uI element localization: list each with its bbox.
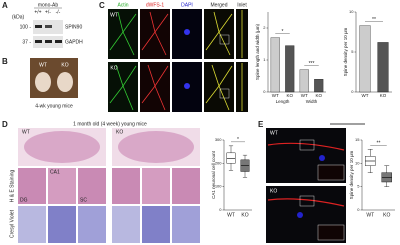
- group: WT: [39, 62, 47, 68]
- brain: [35, 72, 51, 92]
- column-header: dWFS-1: [146, 2, 165, 8]
- y-tick-label: 5: [351, 49, 354, 54]
- group: WT: [270, 130, 278, 136]
- bar: [299, 69, 309, 93]
- y-tick-label: 200: [215, 160, 222, 165]
- column-header: Actin: [117, 2, 128, 8]
- row-label: WT: [110, 12, 118, 18]
- significance: ***: [309, 61, 315, 67]
- bar: [270, 37, 280, 93]
- column-header: Inlet: [237, 2, 247, 8]
- marker: 37 -: [22, 39, 31, 45]
- x-tick-label: KO: [380, 93, 387, 98]
- group: KO: [116, 129, 123, 135]
- bar: [359, 25, 371, 93]
- band-label: SPIN90: [65, 24, 82, 30]
- significance: *: [237, 137, 239, 143]
- band: [45, 25, 52, 28]
- column-header: DAPI: [181, 2, 193, 8]
- y-axis-label: Spine density per 10 μm: [349, 150, 354, 199]
- panel-label: A: [2, 1, 8, 10]
- significance: **: [377, 141, 381, 147]
- y-tick-label: 15: [355, 137, 360, 142]
- band: [35, 25, 42, 28]
- panel-title: 1 month old (4 week) young mice: [73, 121, 147, 127]
- x-tick-label: WT: [301, 93, 308, 98]
- y-tick-label: 0: [351, 89, 354, 94]
- bar: [285, 45, 295, 93]
- panel-label: E: [258, 120, 264, 129]
- y-tick-label: 0: [357, 207, 360, 212]
- group-label: Width: [306, 99, 318, 104]
- band: [55, 40, 62, 43]
- bar: [314, 79, 324, 93]
- antibody: mono-Ab: [38, 2, 59, 8]
- micrographs: [266, 128, 346, 243]
- band: [35, 40, 42, 43]
- x-tick-label: KO: [241, 212, 248, 218]
- band: [45, 40, 52, 43]
- genotype: +/-: [45, 9, 51, 15]
- y-tick-label: 100: [215, 184, 222, 189]
- group: KO: [270, 188, 277, 194]
- significance: **: [372, 17, 376, 23]
- y-tick-label: 0: [219, 207, 222, 212]
- region: CA1: [50, 169, 60, 175]
- bar: [377, 42, 389, 93]
- x-tick-label: KO: [315, 93, 322, 98]
- y-tick-label: 2: [263, 25, 266, 30]
- y-axis-label: Spine density per 10 μm: [343, 27, 348, 76]
- group: KO: [61, 62, 68, 68]
- y-tick-label: 5: [357, 184, 360, 189]
- y-tick-label: 300: [215, 137, 222, 142]
- genotype: +/+: [34, 9, 41, 15]
- genotype: -/-: [56, 9, 61, 15]
- x-tick-label: WT: [272, 93, 279, 98]
- x-tick-label: KO: [383, 212, 390, 218]
- row-label: KO: [110, 65, 117, 71]
- marker: 100 -: [20, 24, 32, 30]
- region: SC: [80, 197, 87, 203]
- significance: *: [282, 29, 284, 35]
- band-label: GAPDH: [65, 39, 83, 45]
- y-tick-label: 0: [263, 89, 266, 94]
- caption: 4-wk young mice: [35, 103, 73, 109]
- histology: [18, 128, 200, 243]
- brain: [57, 72, 73, 92]
- group: WT: [22, 129, 30, 135]
- row-label: H & E Staining: [9, 170, 15, 203]
- y-axis-label: CA1 neuronal cell count: [211, 150, 216, 199]
- x-tick-label: WT: [362, 93, 369, 98]
- panel-label: C: [99, 1, 105, 10]
- x-tick-label: KO: [286, 93, 293, 98]
- column-header: Merged: [211, 2, 228, 8]
- panel-label: D: [2, 120, 8, 129]
- group-label: Length: [276, 99, 290, 104]
- x-tick-label: WT: [227, 212, 235, 218]
- x-tick-label: WT: [366, 212, 374, 218]
- y-tick-label: 1: [263, 57, 266, 62]
- y-axis-label: Spine length and width (μm): [255, 23, 260, 80]
- micrographs: [108, 9, 248, 112]
- panel-label: B: [2, 57, 8, 66]
- row-label: Cresyl Violet: [9, 209, 15, 238]
- region: DG: [20, 197, 28, 203]
- y-tick-label: 10: [349, 9, 354, 14]
- unit: (kDa): [12, 14, 25, 20]
- box: [226, 152, 236, 164]
- y-tick-label: 10: [355, 160, 360, 165]
